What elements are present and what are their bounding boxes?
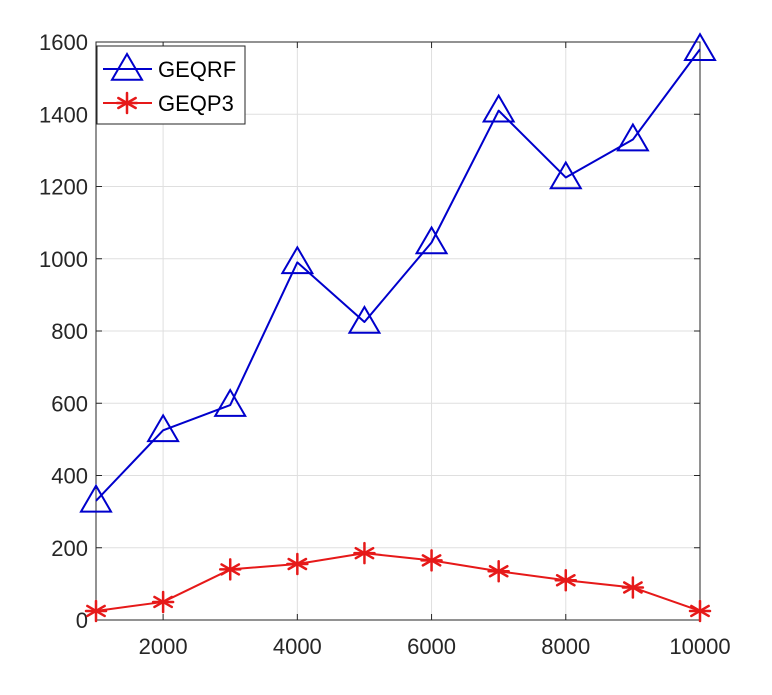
data-point-geqp3: [487, 559, 510, 583]
legend-box: [96, 45, 246, 125]
data-point-geqrf: [213, 388, 247, 417]
legend-label-geqrf: GEQRF: [158, 57, 236, 82]
series-layer: [79, 32, 717, 623]
data-point-geqp3: [420, 549, 443, 572]
axis-ticks: 2000 4000 6000 8000 10000 0 200 400 600 800 1000 12…: [39, 30, 731, 659]
data-point-geqp3: [621, 576, 645, 599]
data-point-geqp3: [688, 599, 712, 623]
y-tick-label: 1200: [39, 175, 88, 200]
x-tick-label: 10000: [669, 634, 730, 659]
legend-marker-geqp3: [115, 91, 139, 115]
x-tick-label: 2000: [139, 634, 188, 659]
data-point-geqrf: [347, 304, 382, 334]
y-tick-label: 1600: [39, 30, 88, 55]
data-point-geqrf: [616, 122, 650, 152]
legend-entry-geqrf: GEQRF: [103, 52, 236, 82]
data-point-geqrf: [146, 413, 180, 443]
series-geqrf: [79, 32, 717, 513]
data-point-geqp3: [554, 569, 578, 592]
data-point-geqrf: [481, 93, 516, 123]
x-tick-label: 4000: [273, 634, 322, 659]
data-point-geqrf: [549, 160, 583, 190]
y-tick-label: 400: [51, 464, 88, 489]
legend-label-geqp3: GEQP3: [158, 91, 234, 116]
data-point-geqp3: [218, 558, 242, 581]
legend-marker-geqrf: [110, 52, 144, 81]
y-tick-label: 200: [51, 536, 88, 561]
data-point-geqrf: [280, 245, 315, 275]
y-tick-label: 600: [51, 391, 88, 416]
data-point-geqrf: [79, 483, 113, 513]
x-tick-label: 8000: [541, 634, 590, 659]
y-tick-label: 1000: [39, 247, 88, 272]
legend: GEQRF GEQP3: [96, 45, 246, 125]
legend-entry-geqp3: GEQP3: [103, 91, 234, 116]
series-line-geqp3: [95, 552, 701, 612]
y-tick-label: 800: [51, 319, 88, 344]
data-point-geqp3: [151, 590, 175, 614]
data-point-geqp3: [84, 599, 108, 623]
y-tick-label: 0: [76, 608, 88, 633]
y-tick-label: 1400: [39, 102, 88, 127]
data-point-geqp3: [353, 541, 376, 565]
series-geqp3: [84, 541, 712, 623]
data-point-geqrf: [414, 225, 449, 255]
data-point-geqrf: [683, 32, 717, 62]
x-tick-label: 6000: [407, 634, 456, 659]
series-line-geqrf: [95, 48, 701, 502]
data-point-geqp3: [286, 552, 309, 576]
